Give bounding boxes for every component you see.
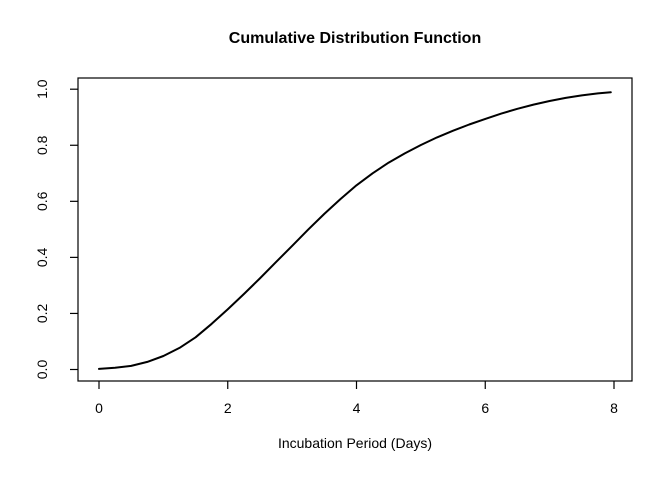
x-tick-label: 6: [481, 400, 489, 416]
x-axis-title: Incubation Period (Days): [277, 435, 433, 451]
y-tick-label: 0.2: [34, 303, 50, 323]
y-tick-label: 0.4: [34, 247, 50, 267]
x-tick-label: 0: [95, 400, 103, 416]
y-tick-label: 0.6: [34, 191, 50, 211]
plot-box: [77, 77, 633, 382]
y-tick-label: 0.0: [34, 360, 50, 380]
x-tick-label: 2: [224, 400, 232, 416]
y-tick-label: 0.8: [34, 135, 50, 155]
x-tick-label: 8: [610, 400, 618, 416]
chart-title: Cumulative Distribution Function: [228, 30, 482, 47]
y-tick-label: 1.0: [34, 79, 50, 99]
x-tick-label: 4: [353, 400, 361, 416]
cdf-curve: [98, 91, 612, 370]
